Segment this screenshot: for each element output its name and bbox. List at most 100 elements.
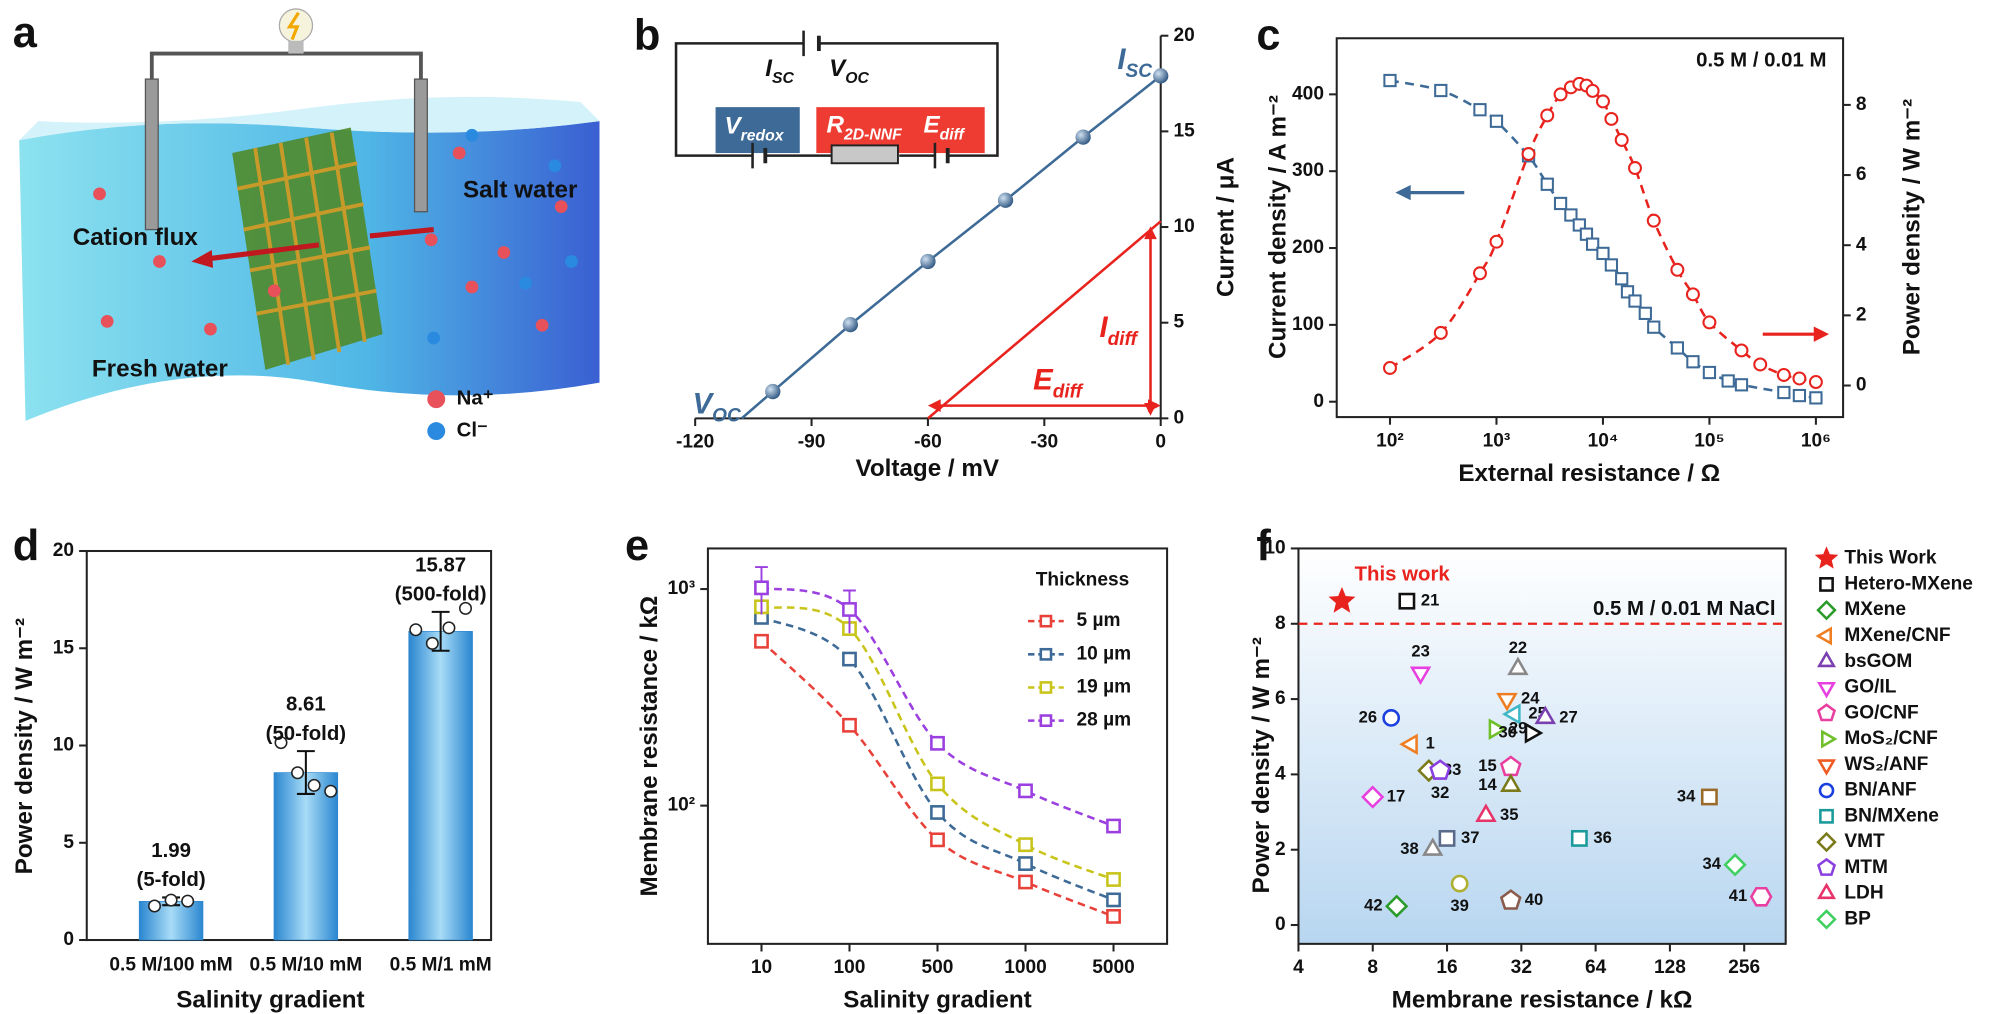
cl-legend-marker <box>427 422 446 441</box>
arrow-head <box>1144 403 1157 416</box>
point-label: 30 <box>1498 722 1516 741</box>
point <box>1604 258 1619 272</box>
point <box>842 602 857 617</box>
subscript: SC <box>772 70 795 87</box>
x-tick-label: 32 <box>1511 957 1532 978</box>
y-axis-label: Current / μA <box>1212 157 1239 297</box>
point <box>1734 343 1749 358</box>
arrow-head <box>1813 326 1830 342</box>
x-tick-label: 5000 <box>1092 957 1135 978</box>
legend-marker <box>1814 546 1839 569</box>
legend-marker <box>1818 782 1835 799</box>
point-label: 26 <box>1359 707 1377 726</box>
point <box>754 633 769 649</box>
point <box>1620 285 1635 299</box>
circuit <box>674 30 999 169</box>
point <box>1615 272 1629 286</box>
point <box>1540 108 1555 123</box>
point <box>1489 234 1504 249</box>
subscript: OC <box>845 70 869 87</box>
bar <box>273 772 339 941</box>
data-point <box>291 766 305 780</box>
wire <box>149 51 423 80</box>
y-tick-label: 20 <box>53 540 74 561</box>
data-point <box>1361 785 1385 809</box>
point <box>997 192 1014 208</box>
membrane-grid <box>236 132 377 366</box>
legend-marker <box>1816 831 1837 853</box>
y-tick-label: 10³ <box>668 578 696 599</box>
data-point <box>274 736 288 750</box>
data-point <box>1488 718 1508 740</box>
point-label: 27 <box>1559 707 1577 726</box>
x-axis-label: Membrane resistance / kΩ <box>1392 987 1693 1014</box>
data-point <box>1723 853 1747 877</box>
panel-label: f <box>1256 522 1271 570</box>
point <box>1586 237 1600 251</box>
y-tick-label: 10 <box>1173 216 1194 237</box>
legend-marker <box>1815 626 1832 646</box>
fold-label: (50-fold) <box>266 723 346 745</box>
legend-marker <box>1817 882 1836 900</box>
bar <box>138 900 204 941</box>
point <box>930 805 945 820</box>
x-tick-label: 256 <box>1728 957 1760 978</box>
point <box>1809 391 1823 405</box>
x-tick-label: 10 <box>751 957 772 978</box>
plot-background <box>1298 548 1786 944</box>
legend-label: 19 µm <box>1077 677 1132 698</box>
point <box>1472 266 1487 281</box>
panel-label: e <box>625 522 649 570</box>
na-legend-marker <box>427 390 446 409</box>
circuit-label: Vredox <box>724 113 784 144</box>
x-tick-label: 100 <box>834 957 866 978</box>
data-point <box>1429 759 1451 780</box>
y-tick-label: 2 <box>1856 304 1867 325</box>
data-point <box>442 621 456 635</box>
point <box>1564 208 1578 222</box>
main-text: V <box>693 387 715 420</box>
point <box>1734 378 1749 392</box>
point <box>1521 147 1536 161</box>
y-axis-label: Membrane resistance / kΩ <box>636 596 663 897</box>
point <box>1106 908 1121 924</box>
point <box>1686 355 1700 369</box>
point <box>1540 177 1554 191</box>
legend-marker <box>1821 729 1838 749</box>
fit-line <box>771 74 1162 393</box>
legend-label: GO/IL <box>1844 677 1896 698</box>
na-ions <box>93 146 568 336</box>
data-point <box>1570 829 1588 847</box>
fold-label: (500-fold) <box>395 584 487 606</box>
dashed-line <box>761 586 1114 828</box>
legend-marker <box>1039 681 1053 694</box>
dashed-line <box>1389 79 1817 400</box>
data-point <box>1382 709 1401 727</box>
data-point <box>164 893 178 907</box>
data-point <box>1385 894 1409 918</box>
point <box>1595 94 1610 109</box>
point-label: 22 <box>1509 638 1527 657</box>
point <box>842 651 857 667</box>
legend-label: MoS₂/CNF <box>1844 728 1937 749</box>
y-tick-label: 0 <box>1313 391 1324 412</box>
legend-label: VMT <box>1844 831 1885 852</box>
data-point <box>1409 666 1432 686</box>
point-label: 21 <box>1421 591 1439 610</box>
data-point <box>459 601 473 615</box>
point <box>930 776 945 792</box>
point <box>1153 68 1169 84</box>
x-tick-label: 500 <box>922 957 954 978</box>
value-label: 1.99 <box>151 840 191 862</box>
flux-arrow <box>369 227 434 239</box>
x-tick-label: 4 <box>1293 957 1304 978</box>
x-tick-label: 0.5 M/1 mM <box>390 955 492 976</box>
legend-marker <box>1816 703 1837 722</box>
point <box>1604 111 1619 126</box>
annotation: VOC <box>693 387 741 426</box>
legend-marker <box>1817 681 1836 699</box>
main-text: I <box>765 56 773 83</box>
legend-label: bsGOM <box>1844 651 1912 672</box>
point-label: 24 <box>1521 688 1540 707</box>
